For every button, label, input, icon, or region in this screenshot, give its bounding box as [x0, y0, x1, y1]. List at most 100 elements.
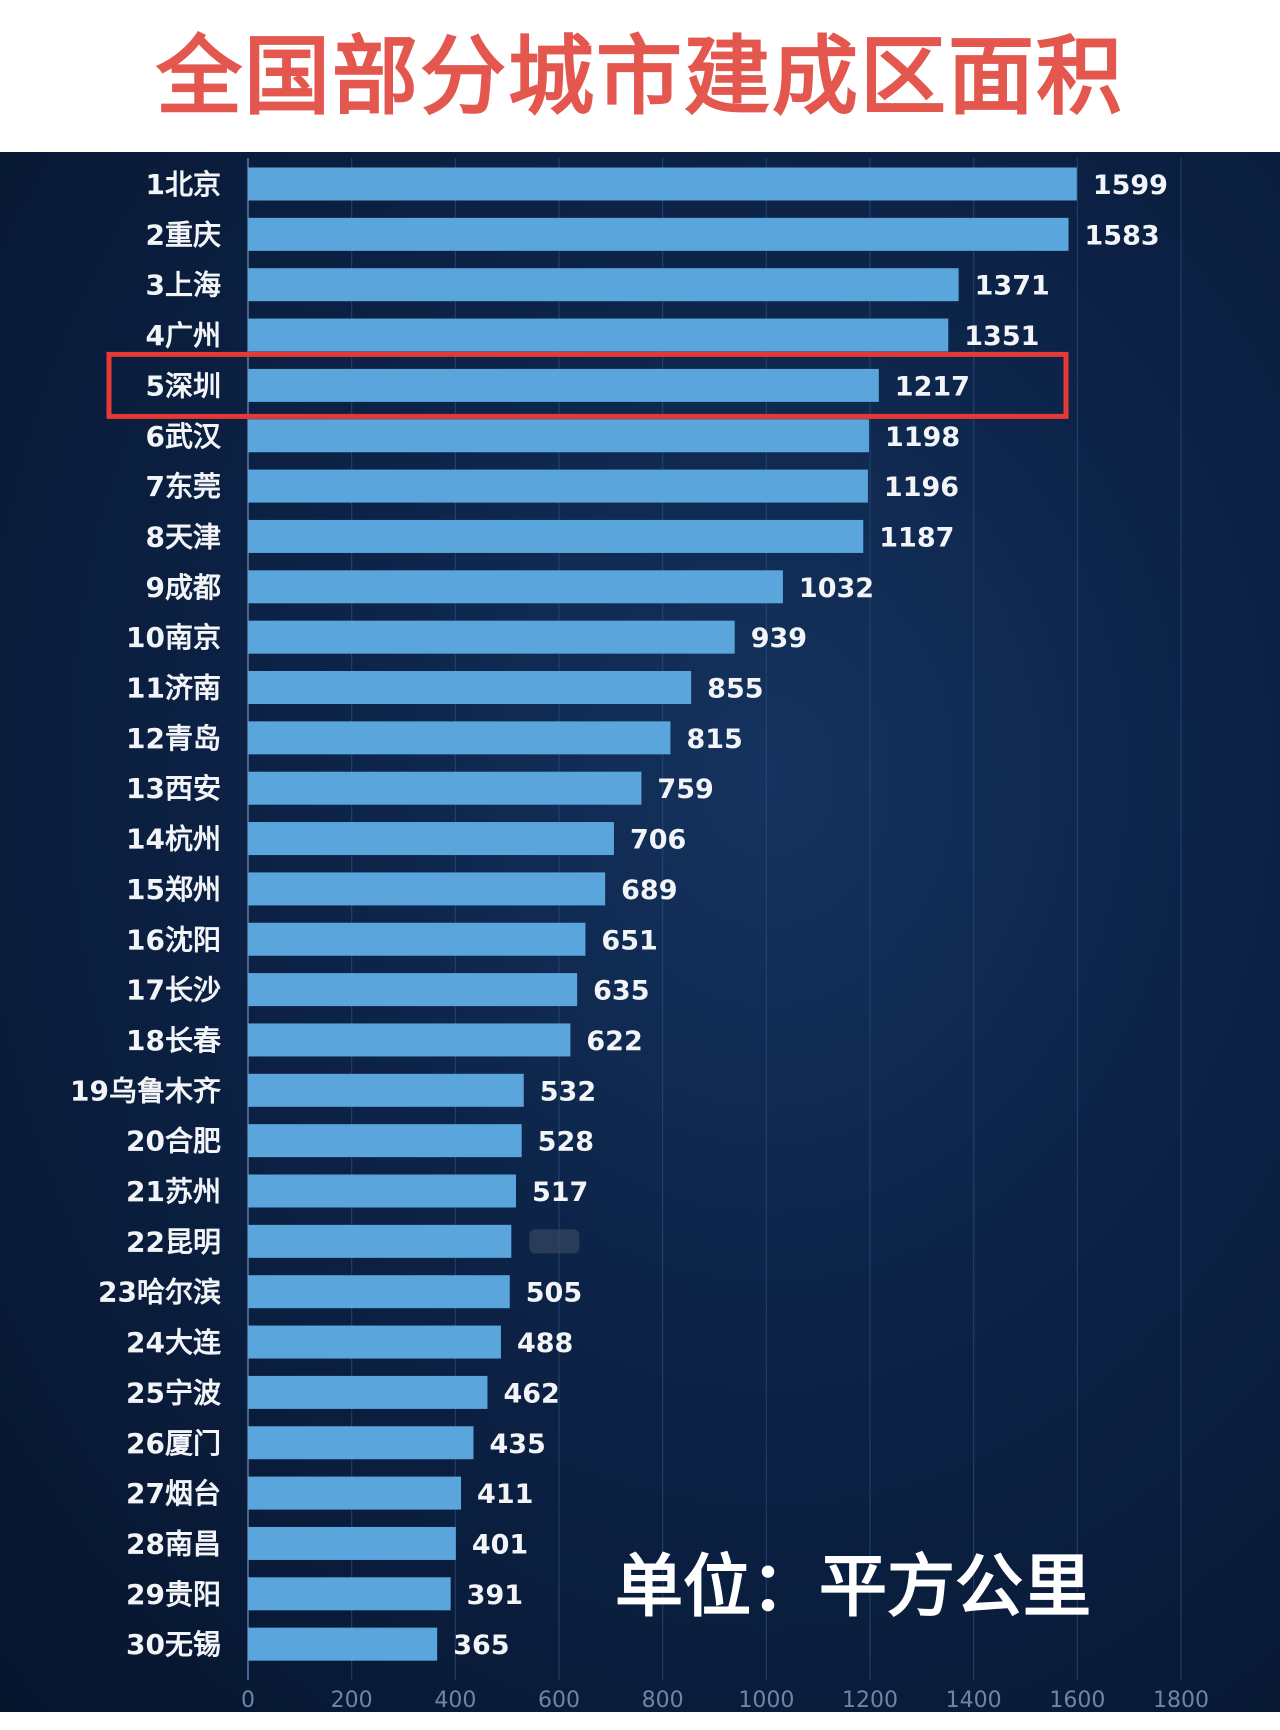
bar: [248, 973, 578, 1007]
value-label: 1032: [799, 573, 874, 604]
bar: [248, 1627, 438, 1661]
bar: [248, 1174, 516, 1208]
value-label: 622: [586, 1026, 642, 1057]
x-tick-label: 1800: [1153, 1688, 1209, 1713]
x-tick-label: 1400: [946, 1688, 1002, 1713]
x-tick-label: 200: [331, 1688, 373, 1713]
bar: [248, 217, 1069, 251]
category-label: 9成都: [146, 571, 221, 604]
category-label: 13西安: [126, 772, 221, 805]
value-label: 815: [686, 724, 742, 755]
value-label: 855: [707, 674, 763, 705]
value-label: 532: [540, 1076, 596, 1107]
x-tick-label: 600: [538, 1688, 580, 1713]
bar: [248, 1476, 462, 1510]
bar: [248, 368, 879, 402]
bar: [248, 318, 949, 352]
value-label: 517: [532, 1177, 588, 1208]
value-label: 462: [503, 1378, 559, 1409]
category-label: 25宁波: [126, 1376, 222, 1409]
category-label: 15郑州: [126, 873, 221, 906]
bar: [248, 1124, 522, 1158]
bar: [248, 872, 606, 906]
x-tick-label: 0: [241, 1688, 255, 1713]
value-label: 1583: [1085, 220, 1160, 251]
category-label: 17长沙: [126, 974, 221, 1007]
value-label: 1351: [964, 321, 1039, 352]
highlight-box: [106, 351, 1069, 419]
category-label: 4广州: [146, 319, 221, 352]
bar: [248, 268, 959, 302]
category-label: 3上海: [146, 269, 221, 302]
value-label: 1187: [879, 522, 954, 553]
category-label: 5深圳: [146, 369, 221, 402]
value-label: 1217: [895, 371, 970, 402]
value-label: 759: [657, 774, 713, 805]
x-tick-label: 400: [434, 1688, 476, 1713]
bar: [248, 519, 864, 553]
value-label: 365: [453, 1630, 509, 1661]
bar: [248, 721, 671, 755]
category-label: 24大连: [126, 1326, 222, 1359]
value-label: 635: [593, 976, 649, 1007]
category-label: 10南京: [126, 621, 221, 654]
bar: [248, 419, 869, 453]
category-label: 8天津: [146, 520, 221, 553]
value-label: 391: [467, 1580, 523, 1611]
value-label: 1599: [1093, 170, 1168, 201]
category-label: 26厦门: [126, 1427, 221, 1460]
value-label: 1198: [885, 422, 960, 453]
obscured-value-label: [529, 1229, 580, 1254]
bar: [248, 671, 692, 704]
value-label: 401: [472, 1529, 528, 1560]
value-label: 528: [538, 1127, 594, 1158]
bar: [248, 822, 614, 856]
x-tick-label: 1000: [738, 1688, 794, 1713]
value-label: 939: [751, 623, 807, 654]
bar: [248, 570, 783, 604]
bar: [248, 1275, 510, 1309]
value-label: 488: [517, 1328, 573, 1359]
page-title: 全国部分城市建成区面积: [156, 27, 1124, 127]
x-tick-label: 1200: [842, 1688, 898, 1713]
bar: [248, 1526, 456, 1560]
bar: [248, 620, 735, 654]
bar: [248, 922, 586, 956]
value-label: 435: [489, 1429, 545, 1460]
bar: [248, 771, 642, 805]
bar: [248, 1426, 474, 1460]
category-label: 28南昌: [126, 1527, 221, 1560]
category-label: 2重庆: [146, 218, 221, 251]
x-tick-label: 800: [642, 1688, 684, 1713]
x-tick-label: 1600: [1049, 1688, 1105, 1713]
bar: [248, 1577, 451, 1611]
category-label: 11济南: [126, 672, 221, 705]
category-label: 7东莞: [146, 470, 221, 503]
bar: [248, 167, 1077, 201]
bar: [248, 1073, 524, 1107]
value-label: 411: [477, 1479, 533, 1510]
value-label: 651: [601, 925, 657, 956]
category-label: 29贵阳: [126, 1578, 221, 1611]
bar: [248, 1023, 571, 1057]
category-label: 14杭州: [126, 823, 221, 856]
category-label: 27烟台: [126, 1477, 221, 1510]
category-label: 21苏州: [126, 1175, 221, 1208]
bar: [248, 1325, 501, 1359]
value-label: 1371: [975, 271, 1050, 302]
category-label: 6武汉: [146, 420, 222, 453]
bar: [248, 469, 868, 503]
bar: [248, 1375, 488, 1409]
category-label: 30无锡: [126, 1628, 221, 1661]
category-label: 1北京: [146, 168, 221, 201]
value-label: 689: [621, 875, 677, 906]
category-label: 23哈尔滨: [98, 1276, 221, 1309]
category-label: 12青岛: [126, 722, 221, 755]
value-label: 706: [630, 825, 686, 856]
category-label: 16沈阳: [126, 923, 221, 956]
bar: [248, 1224, 512, 1258]
unit-note: 单位：平方公里: [615, 1548, 1092, 1627]
value-label: 1196: [884, 472, 959, 503]
category-label: 18长春: [126, 1024, 221, 1057]
